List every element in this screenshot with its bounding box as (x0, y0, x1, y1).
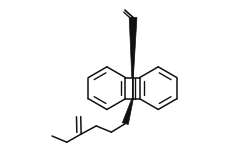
Polygon shape (129, 17, 137, 78)
Polygon shape (122, 99, 133, 124)
